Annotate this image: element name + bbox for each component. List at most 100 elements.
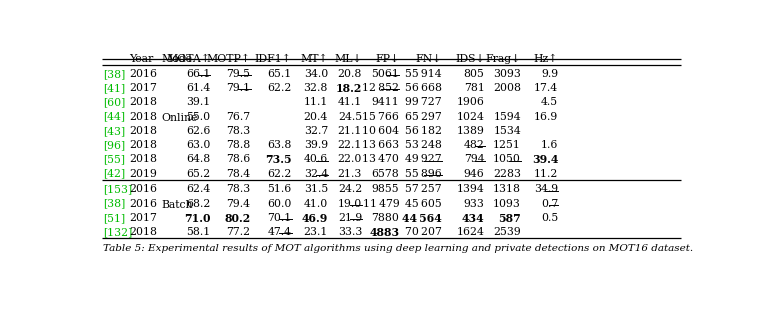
Text: FP↓: FP↓ xyxy=(375,54,400,64)
Text: Table 5: Experimental results of MOT algorithms using deep learning and private : Table 5: Experimental results of MOT alg… xyxy=(103,244,694,253)
Text: 21.9: 21.9 xyxy=(338,213,362,223)
Text: 71.0: 71.0 xyxy=(183,213,210,224)
Text: 56 668: 56 668 xyxy=(405,83,442,93)
Text: 49 927: 49 927 xyxy=(405,154,442,164)
Text: 6578: 6578 xyxy=(371,169,400,178)
Text: 32.8: 32.8 xyxy=(303,83,328,93)
Text: 78.4: 78.4 xyxy=(226,169,251,178)
Text: 65.1: 65.1 xyxy=(267,69,292,79)
Text: [42]: [42] xyxy=(103,169,125,178)
Text: [41]: [41] xyxy=(103,83,125,93)
Text: [132]: [132] xyxy=(103,227,132,237)
Text: 79.4: 79.4 xyxy=(226,198,251,209)
Text: 1906: 1906 xyxy=(457,97,484,107)
Text: [60]: [60] xyxy=(103,97,125,107)
Text: [153]: [153] xyxy=(103,184,132,194)
Text: 3093: 3093 xyxy=(493,69,521,79)
Text: 11 479: 11 479 xyxy=(363,198,400,209)
Text: 39.1: 39.1 xyxy=(186,97,210,107)
Text: 78.3: 78.3 xyxy=(226,184,251,194)
Text: 805: 805 xyxy=(464,69,484,79)
Text: 56 182: 56 182 xyxy=(405,126,442,136)
Text: 79.1: 79.1 xyxy=(226,83,251,93)
Text: 76.7: 76.7 xyxy=(226,112,251,122)
Text: 53 248: 53 248 xyxy=(405,140,442,150)
Text: 99 727: 99 727 xyxy=(405,97,442,107)
Text: 58.1: 58.1 xyxy=(186,227,210,237)
Text: 2019: 2019 xyxy=(129,169,157,178)
Text: 39.9: 39.9 xyxy=(304,140,328,150)
Text: 1093: 1093 xyxy=(493,198,521,209)
Text: 1318: 1318 xyxy=(493,184,521,194)
Text: 2008: 2008 xyxy=(493,83,521,93)
Text: 32.4: 32.4 xyxy=(304,169,328,178)
Text: [43]: [43] xyxy=(103,126,125,136)
Text: 2018: 2018 xyxy=(129,140,157,150)
Text: 10 604: 10 604 xyxy=(362,126,400,136)
Text: 47.4: 47.4 xyxy=(267,227,292,237)
Text: 2018: 2018 xyxy=(129,112,157,122)
Text: 41.0: 41.0 xyxy=(304,198,328,209)
Text: MOTP↑: MOTP↑ xyxy=(206,54,251,64)
Text: 62.2: 62.2 xyxy=(267,169,292,178)
Text: [44]: [44] xyxy=(103,112,125,122)
Text: 2539: 2539 xyxy=(494,227,521,237)
Text: 1534: 1534 xyxy=(494,126,521,136)
Text: FN↓: FN↓ xyxy=(416,54,442,64)
Text: 2018: 2018 xyxy=(129,126,157,136)
Text: 781: 781 xyxy=(464,83,484,93)
Text: 39.4: 39.4 xyxy=(532,154,558,165)
Text: 2283: 2283 xyxy=(493,169,521,178)
Text: 78.3: 78.3 xyxy=(226,126,251,136)
Text: 11.2: 11.2 xyxy=(534,169,558,178)
Text: 60.0: 60.0 xyxy=(267,198,292,209)
Text: 62.6: 62.6 xyxy=(186,126,210,136)
Text: [51]: [51] xyxy=(103,213,125,223)
Text: 66.1: 66.1 xyxy=(186,69,210,79)
Text: [96]: [96] xyxy=(103,140,125,150)
Text: 2018: 2018 xyxy=(129,97,157,107)
Text: MT↑: MT↑ xyxy=(300,54,328,64)
Text: 64.8: 64.8 xyxy=(186,154,210,164)
Text: 57 257: 57 257 xyxy=(405,184,442,194)
Text: 933: 933 xyxy=(464,198,484,209)
Text: 2016: 2016 xyxy=(129,69,157,79)
Text: 1594: 1594 xyxy=(494,112,521,122)
Text: 63.8: 63.8 xyxy=(267,140,292,150)
Text: 22.0: 22.0 xyxy=(338,154,362,164)
Text: 22.1: 22.1 xyxy=(338,140,362,150)
Text: 23.1: 23.1 xyxy=(303,227,328,237)
Text: 2017: 2017 xyxy=(129,83,157,93)
Text: 21.1: 21.1 xyxy=(338,126,362,136)
Text: [55]: [55] xyxy=(103,154,125,164)
Text: 11.1: 11.1 xyxy=(303,97,328,107)
Text: 34.0: 34.0 xyxy=(304,69,328,79)
Text: 9411: 9411 xyxy=(371,97,400,107)
Text: 946: 946 xyxy=(464,169,484,178)
Text: 70.1: 70.1 xyxy=(267,213,292,223)
Text: 20.4: 20.4 xyxy=(304,112,328,122)
Text: 2017: 2017 xyxy=(129,213,157,223)
Text: [38]: [38] xyxy=(103,69,125,79)
Text: 5061: 5061 xyxy=(371,69,400,79)
Text: 24.2: 24.2 xyxy=(338,184,362,194)
Text: 4.5: 4.5 xyxy=(541,97,558,107)
Text: 41.1: 41.1 xyxy=(338,97,362,107)
Text: 46.9: 46.9 xyxy=(302,213,328,224)
Text: 13 663: 13 663 xyxy=(362,140,400,150)
Text: IDF1↑: IDF1↑ xyxy=(254,54,292,64)
Text: 2018: 2018 xyxy=(129,227,157,237)
Text: 9.9: 9.9 xyxy=(541,69,558,79)
Text: 2016: 2016 xyxy=(129,184,157,194)
Text: 55 914: 55 914 xyxy=(405,69,442,79)
Text: 77.2: 77.2 xyxy=(226,227,251,237)
Text: 1024: 1024 xyxy=(457,112,484,122)
Text: MOTA↑: MOTA↑ xyxy=(167,54,210,64)
Text: 44 564: 44 564 xyxy=(402,213,442,224)
Text: 79.5: 79.5 xyxy=(226,69,251,79)
Text: 12 852: 12 852 xyxy=(362,83,400,93)
Text: Hz↑: Hz↑ xyxy=(534,54,558,64)
Text: Mode: Mode xyxy=(161,54,193,64)
Text: 794: 794 xyxy=(464,154,484,164)
Text: 65.2: 65.2 xyxy=(186,169,210,178)
